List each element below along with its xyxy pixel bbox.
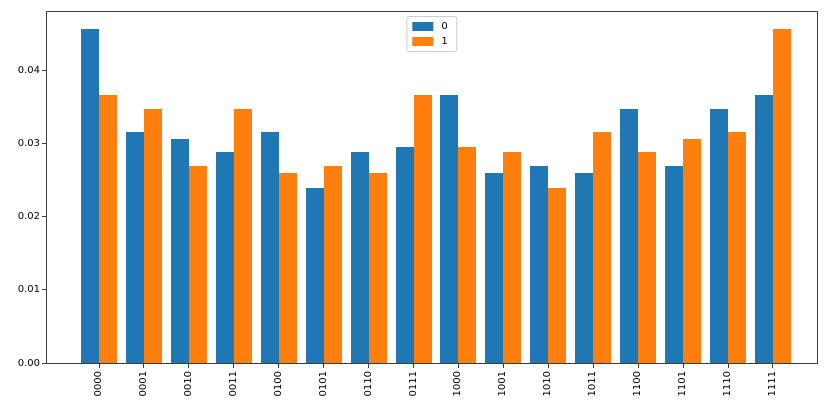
x-tick-label: 1010 <box>542 371 554 397</box>
x-tick-label: 0111 <box>407 371 419 397</box>
x-tick-mark <box>233 364 235 368</box>
x-tick-label: 0100 <box>272 371 284 397</box>
bar-series-0-0000 <box>81 28 99 363</box>
x-tick-mark <box>98 364 100 368</box>
bar-series-1-0111 <box>413 94 432 363</box>
y-tick-mark <box>42 143 46 145</box>
x-tick-label: 0101 <box>317 371 329 397</box>
bar-series-1-0101 <box>323 165 342 363</box>
legend-label: 0 <box>441 21 448 32</box>
bar-series-0-1100 <box>620 109 639 363</box>
x-tick-mark <box>413 364 415 368</box>
x-tick-label: 1000 <box>452 371 464 397</box>
bar-series-1-0110 <box>368 172 387 363</box>
legend-swatch <box>412 37 434 46</box>
x-tick-label: 1100 <box>632 371 644 397</box>
bar-series-1-0000 <box>99 94 117 363</box>
x-tick-label: 1001 <box>497 371 509 397</box>
x-tick-mark <box>323 364 325 368</box>
bar-series-1-1000 <box>458 146 477 363</box>
x-tick-label: 0001 <box>137 371 149 397</box>
y-tick-label: 0.04 <box>17 65 40 76</box>
legend-swatch <box>412 22 434 31</box>
x-tick-label: 1110 <box>722 371 734 397</box>
legend-label: 1 <box>441 36 448 47</box>
bar-series-0-1011 <box>575 172 594 363</box>
y-tick-label: 0.03 <box>17 138 40 150</box>
x-tick-mark <box>368 364 370 368</box>
x-tick-mark <box>637 364 639 368</box>
x-tick-mark <box>502 364 504 368</box>
bar-series-0-0010 <box>170 139 189 363</box>
y-tick-mark <box>42 70 46 71</box>
bar-series-1-1011 <box>593 131 612 363</box>
x-tick-label: 0110 <box>362 371 374 397</box>
x-tick-label: 1111 <box>766 371 778 397</box>
bar-series-1-0010 <box>188 165 207 363</box>
bar-series-1-0001 <box>143 109 162 363</box>
y-tick-label: 0.01 <box>17 284 40 296</box>
x-tick-label: 0011 <box>227 371 239 397</box>
x-tick-mark <box>457 364 459 368</box>
x-tick-mark <box>682 364 684 368</box>
bar-series-0-0011 <box>215 152 234 363</box>
x-tick-mark <box>278 364 280 368</box>
bar-series-0-1000 <box>440 94 459 363</box>
x-tick-mark <box>547 364 549 368</box>
bar-series-0-1110 <box>710 109 729 363</box>
bar-series-0-0111 <box>395 146 414 363</box>
bar-series-1-1100 <box>638 152 657 363</box>
bar-series-0-0100 <box>260 131 279 363</box>
y-tick-label: 0.02 <box>17 211 40 223</box>
bar-series-0-0001 <box>125 131 144 363</box>
bar-series-1-1111 <box>772 28 791 363</box>
x-tick-mark <box>188 364 190 368</box>
bar-series-0-1111 <box>754 94 773 363</box>
x-tick-mark <box>772 364 774 368</box>
legend-item-1: 1 <box>412 36 450 47</box>
x-tick-label: 1011 <box>587 371 599 397</box>
x-tick-label: 0000 <box>93 371 104 397</box>
y-tick-mark <box>42 289 46 291</box>
y-tick-mark <box>42 362 46 364</box>
x-tick-mark <box>592 364 594 368</box>
bar-series-0-0110 <box>350 152 369 363</box>
bar-series-0-0101 <box>305 188 324 363</box>
x-tick-mark <box>143 364 145 368</box>
bar-series-1-1001 <box>503 152 522 363</box>
bar-series-1-0100 <box>278 172 297 363</box>
bar-series-0-1101 <box>665 165 684 363</box>
bar-series-1-1110 <box>728 131 747 363</box>
bar-series-0-1010 <box>530 165 549 363</box>
bar-series-1-1010 <box>548 188 567 363</box>
y-tick-mark <box>42 216 46 218</box>
bar-series-1-1101 <box>683 139 702 363</box>
bar-series-0-1001 <box>485 172 504 363</box>
bar-series-1-0011 <box>233 109 252 363</box>
legend-item-0: 0 <box>412 21 450 32</box>
x-tick-label: 0010 <box>182 371 194 397</box>
y-tick-label: 0.00 <box>17 357 40 369</box>
x-tick-label: 1101 <box>677 371 689 397</box>
x-tick-mark <box>727 364 729 368</box>
